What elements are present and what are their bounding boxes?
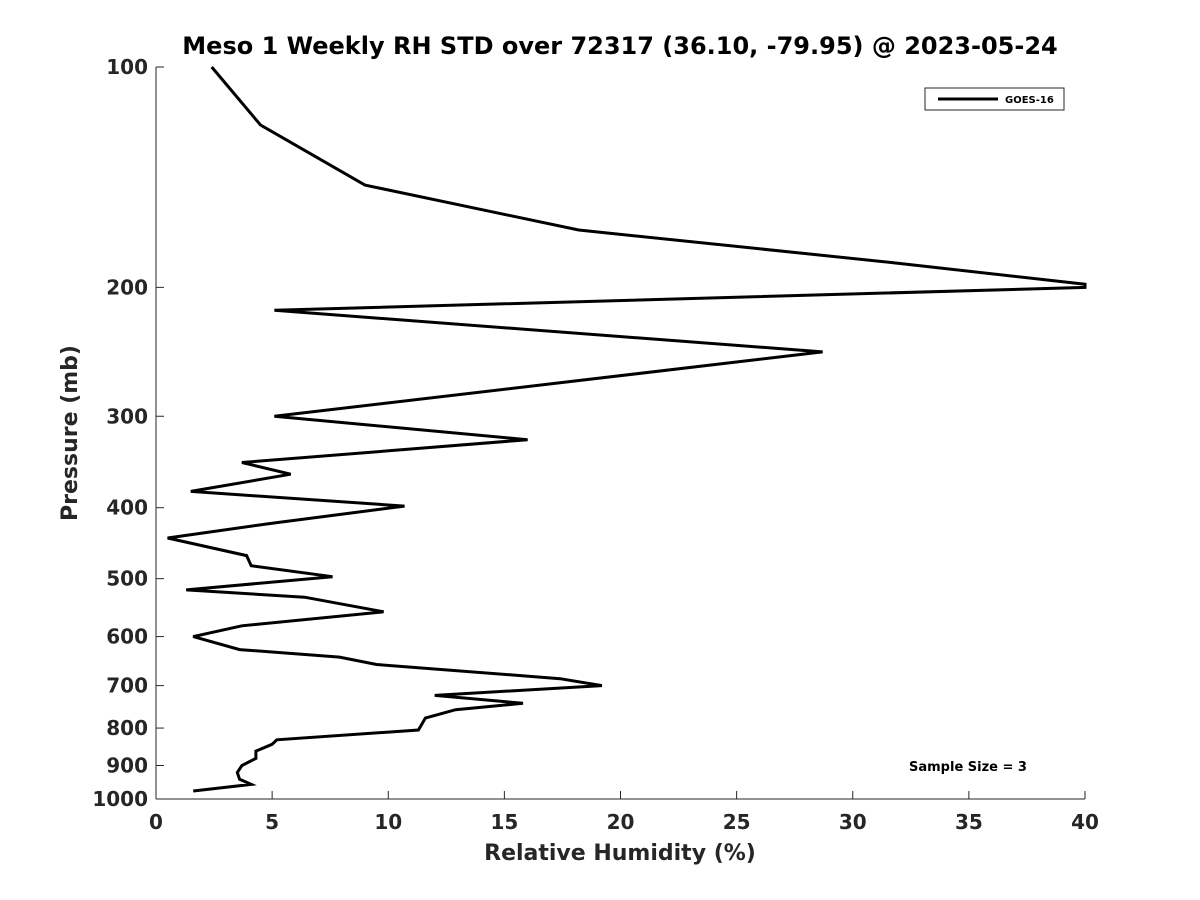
series-line-goes-16 <box>167 66 1087 793</box>
sample-size-annotation: Sample Size = 3 <box>909 760 1027 775</box>
chart-title: Meso 1 Weekly RH STD over 72317 (36.10, … <box>182 32 1057 60</box>
x-tick-label: 10 <box>374 810 402 834</box>
x-tick-label: 0 <box>149 810 163 834</box>
legend-label-goes-16: GOES-16 <box>1005 95 1054 106</box>
x-tick-label: 40 <box>1071 810 1099 834</box>
y-ticks: 100 200 300 400 500 600 700 800 900 1000 <box>92 55 164 811</box>
y-tick-label: 600 <box>106 625 148 649</box>
y-axis-label: Pressure (mb) <box>58 345 83 521</box>
y-tick-label: 200 <box>106 275 148 299</box>
x-tick-label: 35 <box>955 810 983 834</box>
series-layer <box>167 66 1087 793</box>
y-tick-label: 500 <box>106 567 148 591</box>
legend: GOES-16 <box>924 87 1065 111</box>
x-tick-label: 15 <box>490 810 518 834</box>
x-tick-label: 20 <box>607 810 635 834</box>
axes <box>155 67 1085 800</box>
x-tick-label: 5 <box>265 810 279 834</box>
x-ticks: 0 5 10 15 20 25 30 35 40 <box>149 791 1099 834</box>
x-tick-label: 30 <box>839 810 867 834</box>
y-tick-label: 700 <box>106 674 148 698</box>
y-tick-label: 300 <box>106 404 148 428</box>
y-tick-label: 400 <box>106 496 148 520</box>
y-tick-label: 900 <box>106 754 148 778</box>
y-tick-label: 800 <box>106 716 148 740</box>
x-tick-label: 25 <box>723 810 751 834</box>
x-axis-label: Relative Humidity (%) <box>484 841 756 866</box>
y-tick-label: 1000 <box>92 787 148 811</box>
y-tick-label: 100 <box>106 55 148 79</box>
